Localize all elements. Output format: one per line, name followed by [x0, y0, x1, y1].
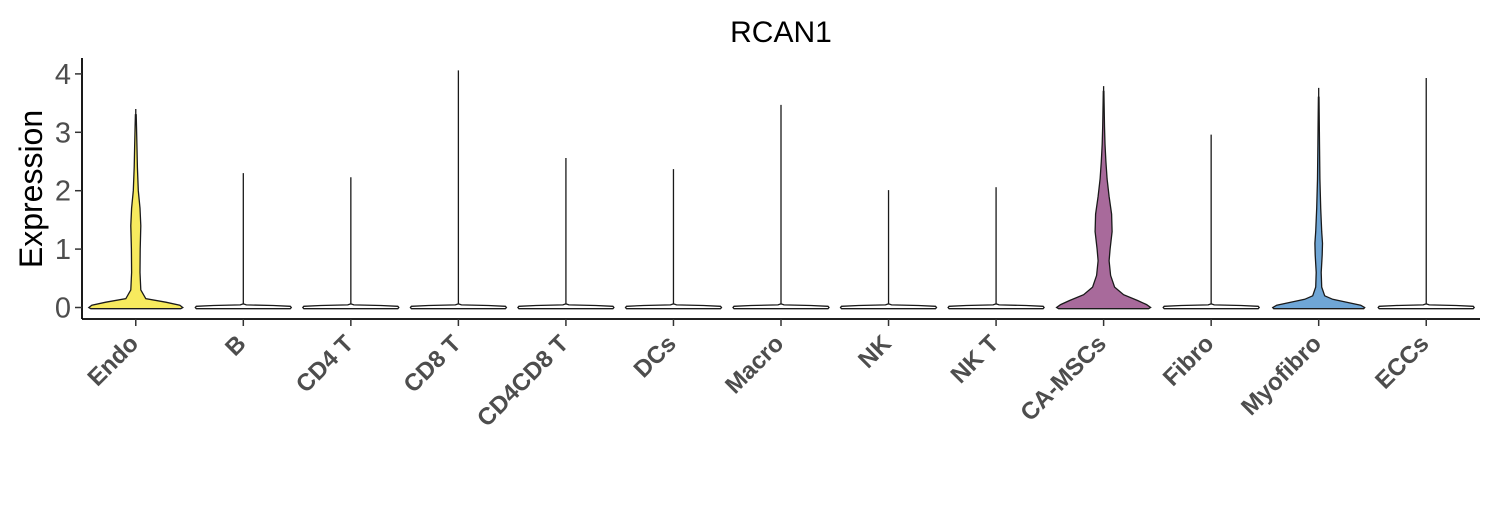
x-tick-label-nk-t: NK T: [946, 330, 1005, 389]
violin-ca-mscs: [1055, 90, 1152, 310]
violin-cd8-t: [409, 303, 508, 310]
violin-nk-t: [947, 303, 1045, 310]
y-tick-label: 4: [55, 59, 71, 91]
x-tick-label-cd4-t: CD4 T: [291, 330, 359, 398]
plot-area: 0 1 2 3 4 Endo B CD4 T CD8 T CD4CD8 T DCs Macro NK NK…: [55, 58, 1480, 432]
x-tick-label-myofibro: Myofibro: [1236, 330, 1327, 421]
x-tick-label-fibro: Fibro: [1158, 330, 1220, 392]
x-tick-label-endo: Endo: [82, 330, 144, 392]
violin-myofibro: [1271, 96, 1366, 310]
chart-title: RCAN1: [730, 16, 832, 49]
x-tick-label-macro: Macro: [720, 330, 789, 399]
x-tick-label-eccs: ECCs: [1370, 330, 1434, 394]
violin-dcs: [624, 303, 723, 310]
y-tick-label: 2: [55, 176, 71, 208]
y-tick-label: 3: [55, 117, 71, 149]
x-tick-label-ca-mscs: CA-MSCs: [1015, 330, 1111, 426]
violin-b: [194, 303, 293, 310]
x-tick-label-cd4cd8-t: CD4CD8 T: [472, 330, 574, 432]
y-tick-label: 1: [55, 234, 71, 266]
x-tick-label-b: B: [220, 330, 251, 361]
y-axis-label: Expression: [13, 110, 49, 268]
x-tick-label-nk: NK: [853, 330, 897, 374]
violin-nk: [839, 303, 938, 310]
violin-cd4-t: [301, 303, 400, 310]
violin-endo: [87, 114, 184, 310]
violin-fibro: [1162, 303, 1261, 310]
violin-eccs: [1377, 303, 1476, 310]
violin-cd4cd8-t: [517, 303, 615, 310]
y-tick-label: 0: [55, 293, 71, 325]
violin-macro: [732, 303, 830, 310]
x-tick-label-dcs: DCs: [629, 330, 682, 383]
x-tick-label-cd8-t: CD8 T: [399, 330, 467, 398]
